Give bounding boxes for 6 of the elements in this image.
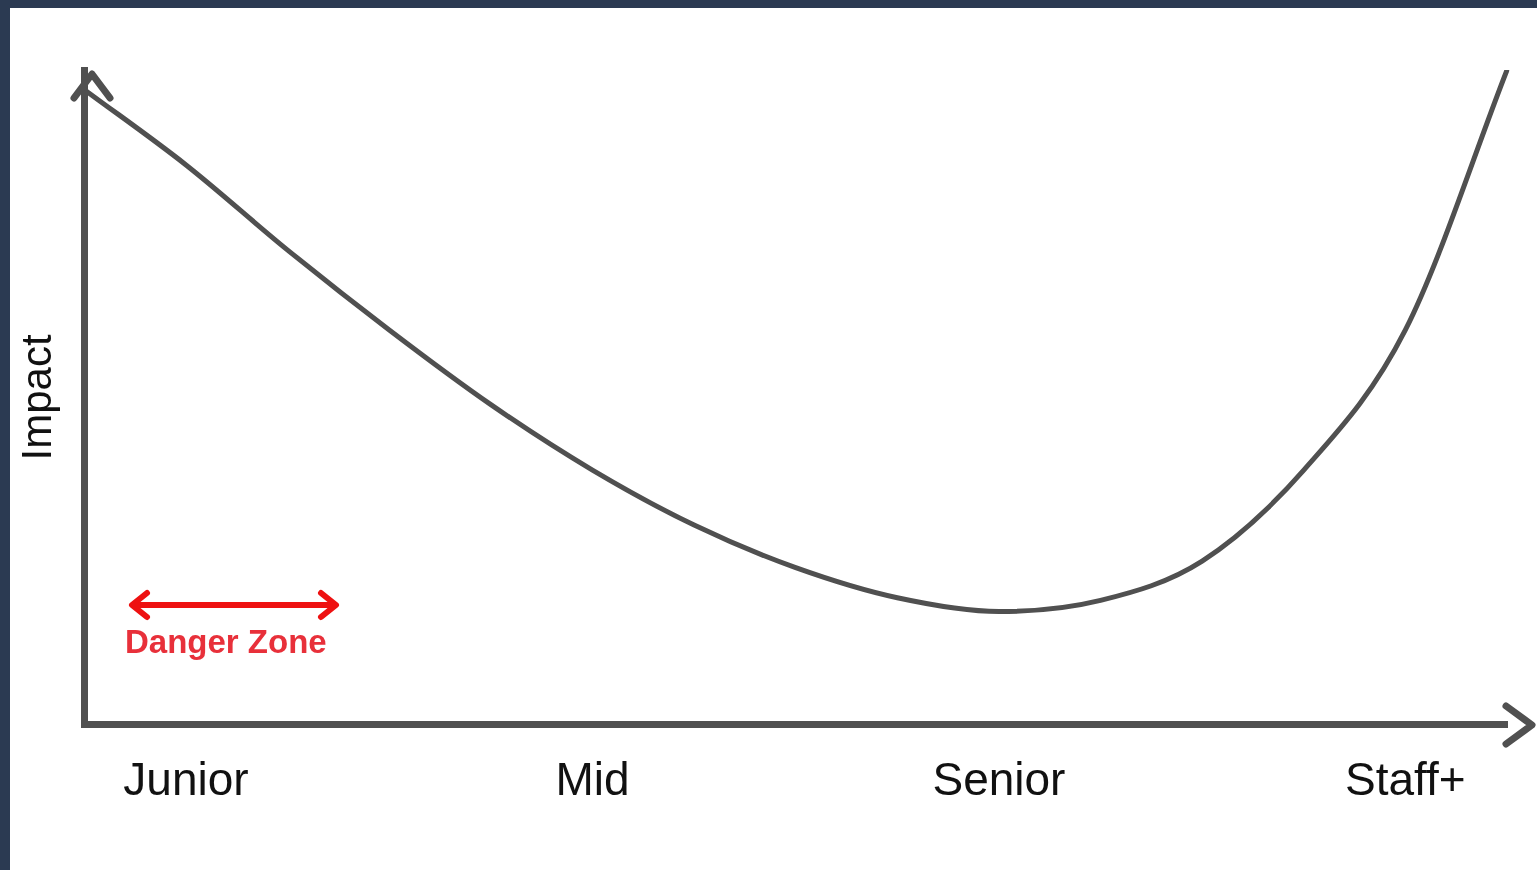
annotation: Danger Zone [125, 623, 328, 661]
x-tick-label: Staff+ [1345, 753, 1466, 806]
x-tick-label: Junior [123, 753, 249, 806]
x-tick-label: Senior [932, 753, 1066, 806]
x-tick-label: Mid [555, 753, 630, 806]
y-axis-title: Impact [12, 334, 60, 461]
